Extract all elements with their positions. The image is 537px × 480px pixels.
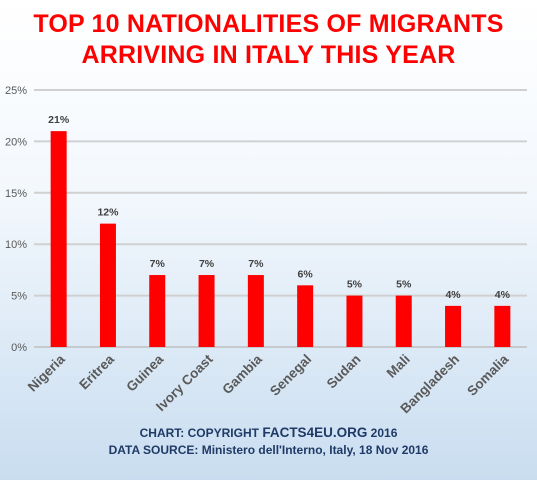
chart-title-line2: ARRIVING IN ITALY THIS YEAR	[81, 41, 456, 69]
bar	[494, 305, 511, 347]
copyright-line: CHART: COPYRIGHT FACTS4EU.ORG 2016	[0, 425, 537, 440]
bar	[445, 305, 462, 347]
bar	[247, 275, 264, 347]
data-label: 21%	[48, 114, 70, 126]
data-label: 12%	[97, 207, 119, 219]
bar	[198, 275, 215, 347]
data-label: 4%	[495, 289, 511, 301]
category-label: Sudan	[324, 352, 364, 392]
chart-title-line1: TOP 10 NATIONALITIES OF MIGRANTS	[33, 10, 504, 38]
category-label: Gambia	[219, 351, 265, 397]
bar	[395, 295, 412, 347]
bar	[50, 131, 67, 347]
bar	[346, 295, 363, 347]
data-label: 4%	[445, 289, 461, 301]
y-tick-label: 10%	[5, 239, 27, 251]
data-label: 7%	[248, 258, 264, 270]
category-label: Guinea	[123, 351, 166, 394]
category-label: Eritrea	[76, 351, 117, 392]
y-tick-label: 15%	[5, 188, 27, 200]
copyright-prefix: CHART: COPYRIGHT	[139, 426, 259, 440]
copyright-year: 2016	[370, 426, 398, 440]
data-label: 7%	[199, 258, 215, 270]
copyright-brand: FACTS4EU.ORG	[262, 425, 368, 440]
y-tick-label: 5%	[11, 291, 27, 303]
data-label: 5%	[347, 279, 363, 291]
category-label: Somalia	[464, 351, 512, 399]
data-label: 6%	[298, 268, 314, 280]
bar	[297, 285, 314, 347]
bar	[99, 223, 116, 347]
y-tick-label: 20%	[5, 136, 27, 148]
bar	[149, 275, 166, 347]
y-tick-label: 25%	[5, 85, 27, 97]
data-source-line: DATA SOURCE: Ministero dell'Interno, Ita…	[108, 443, 429, 457]
data-label: 7%	[150, 258, 166, 270]
category-label: Nigeria	[25, 351, 68, 394]
y-tick-label: 0%	[11, 342, 27, 354]
category-label: Senegal	[267, 352, 314, 399]
data-label: 5%	[396, 279, 412, 291]
category-label: Mali	[384, 352, 413, 381]
